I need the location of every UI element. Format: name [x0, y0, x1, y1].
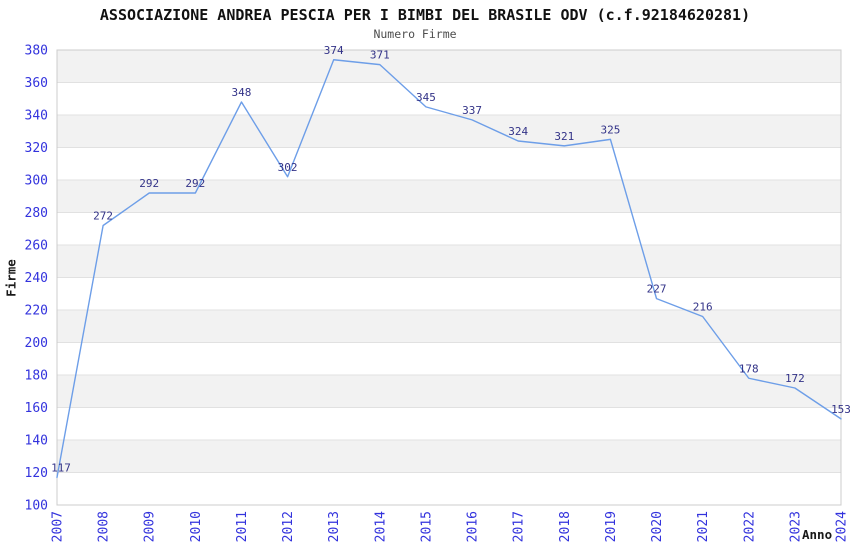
chart-title: ASSOCIAZIONE ANDREA PESCIA PER I BIMBI D… [99, 6, 751, 24]
x-tick-label: 2022 [742, 511, 757, 542]
x-tick-label: 2013 [327, 511, 342, 542]
y-tick-label: 360 [25, 76, 48, 91]
data-label: 371 [370, 49, 390, 62]
x-tick-label: 2007 [51, 511, 66, 542]
data-label: 345 [416, 91, 436, 104]
x-tick-label: 2009 [143, 511, 158, 542]
grid-band [57, 245, 841, 278]
y-axis-title: Firme [3, 259, 19, 297]
x-tick-label: 2020 [650, 511, 665, 542]
x-tick-label: 2018 [558, 511, 573, 542]
x-tick-label: 2015 [419, 511, 434, 542]
data-label: 153 [831, 403, 850, 416]
y-tick-label: 180 [25, 369, 48, 384]
x-tick-label: 2014 [373, 511, 388, 542]
y-tick-label: 100 [25, 499, 48, 514]
y-tick-label: 380 [25, 44, 48, 59]
data-label: 348 [232, 86, 252, 99]
grid-band [57, 375, 841, 408]
y-tick-label: 120 [25, 466, 48, 481]
x-tick-label: 2019 [604, 511, 619, 542]
y-tick-label: 280 [25, 206, 48, 221]
data-label: 292 [139, 177, 159, 190]
grid-band [57, 50, 841, 83]
y-tick-label: 300 [25, 174, 48, 189]
data-label: 227 [647, 283, 667, 296]
y-tick-label: 200 [25, 336, 48, 351]
grid-band [57, 180, 841, 213]
chart-subtitle: Numero Firme [373, 27, 457, 41]
plot-border [56, 49, 842, 506]
data-label: 302 [278, 161, 298, 174]
y-tick-label: 240 [25, 271, 48, 286]
data-label: 172 [785, 372, 805, 385]
data-label: 292 [185, 177, 205, 190]
x-axis-title: Anno [802, 527, 833, 542]
grid-band [57, 310, 841, 343]
data-label: 325 [600, 123, 620, 136]
data-label: 216 [693, 301, 713, 314]
y-tick-label: 320 [25, 141, 48, 156]
data-label: 321 [554, 130, 574, 143]
y-tick-label: 220 [25, 304, 48, 319]
y-tick-label: 160 [25, 401, 48, 416]
data-label: 337 [462, 104, 482, 117]
y-tick-label: 340 [25, 109, 48, 124]
x-tick-label: 2016 [466, 511, 481, 542]
x-tick-label: 2011 [235, 511, 250, 542]
x-tick-label: 2017 [512, 511, 527, 542]
grid-band [57, 115, 841, 148]
data-label: 324 [508, 125, 528, 138]
x-tick-label: 2008 [97, 511, 112, 542]
y-tick-label: 140 [25, 434, 48, 449]
data-label: 272 [93, 210, 113, 223]
x-tick-label: 2024 [835, 511, 850, 542]
y-tick-label: 260 [25, 239, 48, 254]
x-tick-label: 2010 [189, 511, 204, 542]
x-tick-label: 2023 [788, 511, 803, 542]
data-label: 178 [739, 362, 759, 375]
x-tick-label: 2012 [281, 511, 296, 542]
x-tick-label: 2021 [696, 511, 711, 542]
data-label: 117 [51, 461, 71, 474]
grid-band [57, 440, 841, 473]
trend-line [56, 59, 842, 479]
data-label: 374 [324, 44, 344, 57]
